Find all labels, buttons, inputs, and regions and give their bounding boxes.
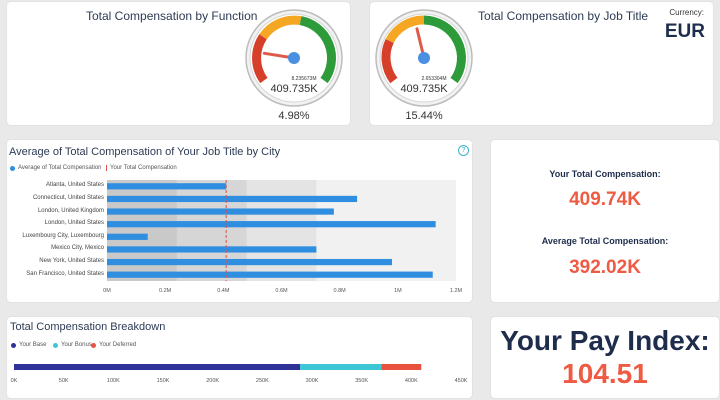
base-segment[interactable]	[14, 364, 301, 370]
city-x-tick: 0.6M	[275, 288, 288, 294]
your-compensation-value: 409.74K	[569, 189, 641, 210]
gauge-function-card: Total Compensation by Function 8.235673M…	[7, 2, 350, 125]
gauge-job-title-value: 409.735K	[400, 83, 448, 95]
gauge-function-red-arc	[252, 34, 268, 84]
city-x-tick: 0M	[103, 288, 111, 294]
gauge-job-title-red-arc	[381, 38, 398, 84]
breakdown-x-tick: 250K	[255, 378, 269, 384]
legend-dot-icon	[10, 165, 15, 171]
city-labels: Atlanta, United States Connecticut, Unite…	[0, 0, 104, 400]
gauge-job-title-orange-arc	[385, 15, 425, 44]
gauge-job-title-small-value: 2.653304M	[421, 76, 447, 82]
pay-index-value: 104.51	[562, 358, 648, 389]
legend-average-label: Average of Total Compensation	[18, 165, 102, 171]
breakdown-x-tick: 450K	[454, 378, 468, 384]
gauge-function-orange-arc	[259, 15, 302, 40]
average-compensation-value: 392.02K	[569, 257, 641, 278]
band-darkest	[107, 180, 177, 281]
breakdown-title: Total Compensation Breakdown	[10, 321, 166, 333]
pay-index-card: Your Pay Index: 104.51	[491, 317, 719, 398]
gauge-job-title	[375, 9, 473, 107]
bonus-segment[interactable]	[300, 364, 382, 370]
currency-value: EUR	[664, 21, 705, 42]
breakdown-legend-base: Your Base	[11, 342, 46, 348]
gauge-job-title-card: Total Compensation by Job Title Currency…	[370, 2, 713, 125]
breakdown-x-tick: 350K	[355, 378, 369, 384]
breakdown-card: Total Compensation Breakdown Your Base Y…	[7, 317, 472, 398]
legend-dot-icon	[53, 342, 58, 348]
city-chart-legend-average: Average of Total Compensation	[10, 165, 102, 171]
city-bar[interactable]	[107, 271, 433, 278]
breakdown-x-tick: 0K	[10, 378, 18, 384]
average-compensation-label: Average Total Compensation:	[541, 236, 669, 246]
city-bar[interactable]	[107, 233, 148, 240]
breakdown-legend-deferred: Your Deferred	[91, 342, 136, 348]
breakdown-x-tick: 50K	[58, 378, 69, 384]
city-chart-title: Average of Total Compensation of Your Jo…	[9, 146, 281, 158]
city-x-tick: 1.2M	[449, 288, 463, 294]
legend-marker-icon	[106, 165, 107, 171]
gauge-function-percent: 4.98%	[278, 110, 310, 122]
gauge-function-title: Total Compensation by Function	[86, 9, 258, 23]
city-bar[interactable]	[107, 246, 317, 253]
gauge-function-value: 409.735K	[270, 83, 318, 95]
breakdown-legend-base-label: Your Base	[19, 342, 47, 348]
city-label: New York, United States	[39, 258, 104, 265]
currency-label: Currency:	[669, 8, 704, 17]
city-bar[interactable]	[107, 195, 358, 203]
pay-index-label: Your Pay Index:	[500, 325, 710, 356]
breakdown-legend-bonus-label: Your Bonus	[61, 342, 92, 348]
legend-yours-label: Your Total Compensation	[110, 165, 177, 171]
breakdown-bar-chart	[14, 364, 422, 370]
city-x-tick: 1M	[394, 288, 402, 294]
breakdown-legend-bonus: Your Bonus	[53, 342, 92, 348]
breakdown-x-tick: 400K	[404, 378, 418, 384]
gauge-job-title-percent: 15.44%	[405, 110, 443, 122]
breakdown-x-tick: 300K	[305, 378, 319, 384]
city-label: London, United Kingdom	[37, 207, 104, 214]
breakdown-legend-deferred-label: Your Deferred	[99, 342, 137, 348]
city-label: Connecticut, United States	[32, 194, 104, 201]
city-label: Luxembourg City, Luxembourg	[22, 232, 104, 239]
city-bar[interactable]	[107, 183, 227, 190]
city-bar[interactable]	[107, 208, 334, 215]
city-label: Mexico City, Mexico	[51, 245, 104, 252]
help-icon[interactable]: ?	[458, 145, 469, 156]
city-x-tick: 0.8M	[333, 288, 346, 294]
gauge-function-green-arc	[299, 16, 336, 84]
city-label: San Francisco, United States	[26, 270, 104, 277]
city-x-axis: 0M 0.2M 0.4M 0.6M 0.8M 1M 1.2M	[103, 288, 462, 298]
city-chart-legend-yours: Your Total Compensation	[106, 165, 177, 171]
city-bar-chart	[107, 180, 456, 281]
breakdown-x-tick: 200K	[206, 378, 220, 384]
city-x-tick: 0.4M	[217, 288, 230, 294]
city-bar[interactable]	[107, 221, 436, 228]
city-label: London, United States	[44, 220, 104, 227]
legend-dot-icon	[11, 342, 16, 348]
gauge-job-title-green-arc	[423, 15, 466, 84]
breakdown-x-tick: 150K	[156, 378, 170, 384]
kpi-card: Your Total Compensation: 409.74K Average…	[491, 140, 719, 302]
city-bar[interactable]	[107, 258, 393, 266]
deferred-segment[interactable]	[381, 364, 422, 370]
gauge-job-title-title: Total Compensation by Job Title	[478, 9, 649, 23]
gauge-function-small-value: 8.235673M	[291, 76, 317, 82]
breakdown-x-tick: 100K	[106, 378, 120, 384]
breakdown-x-axis: 0K 50K 100K 150K 200K 250K 300K 350K 400K 450K	[10, 378, 468, 388]
gauge-function	[245, 9, 343, 107]
legend-dot-icon	[91, 342, 96, 348]
city-label: Atlanta, United States	[45, 182, 104, 189]
your-compensation-label: Your Total Compensation:	[549, 169, 661, 179]
city-x-tick: 0.2M	[159, 288, 172, 294]
